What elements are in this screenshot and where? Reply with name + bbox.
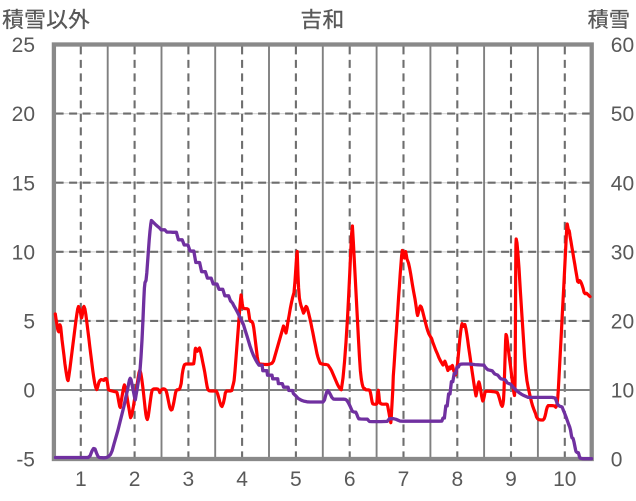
svg-text:5: 5 bbox=[290, 468, 302, 491]
svg-text:10: 10 bbox=[553, 468, 576, 491]
svg-text:20: 20 bbox=[12, 103, 35, 126]
svg-text:9: 9 bbox=[505, 468, 517, 491]
svg-text:25: 25 bbox=[12, 34, 35, 57]
svg-text:20: 20 bbox=[611, 311, 634, 334]
svg-text:3: 3 bbox=[183, 468, 195, 491]
svg-text:30: 30 bbox=[611, 241, 634, 264]
svg-text:7: 7 bbox=[398, 468, 410, 491]
svg-text:1: 1 bbox=[75, 468, 87, 491]
svg-text:4: 4 bbox=[236, 468, 248, 491]
svg-text:50: 50 bbox=[611, 103, 634, 126]
svg-text:10: 10 bbox=[12, 241, 35, 264]
svg-text:-5: -5 bbox=[16, 449, 35, 472]
svg-text:0: 0 bbox=[611, 449, 623, 472]
svg-text:0: 0 bbox=[23, 380, 35, 403]
svg-text:8: 8 bbox=[451, 468, 463, 491]
svg-text:6: 6 bbox=[344, 468, 356, 491]
svg-text:2: 2 bbox=[129, 468, 141, 491]
svg-text:10: 10 bbox=[611, 380, 634, 403]
svg-text:40: 40 bbox=[611, 172, 634, 195]
svg-text:5: 5 bbox=[23, 311, 35, 334]
svg-text:15: 15 bbox=[12, 172, 35, 195]
svg-text:60: 60 bbox=[611, 34, 634, 57]
